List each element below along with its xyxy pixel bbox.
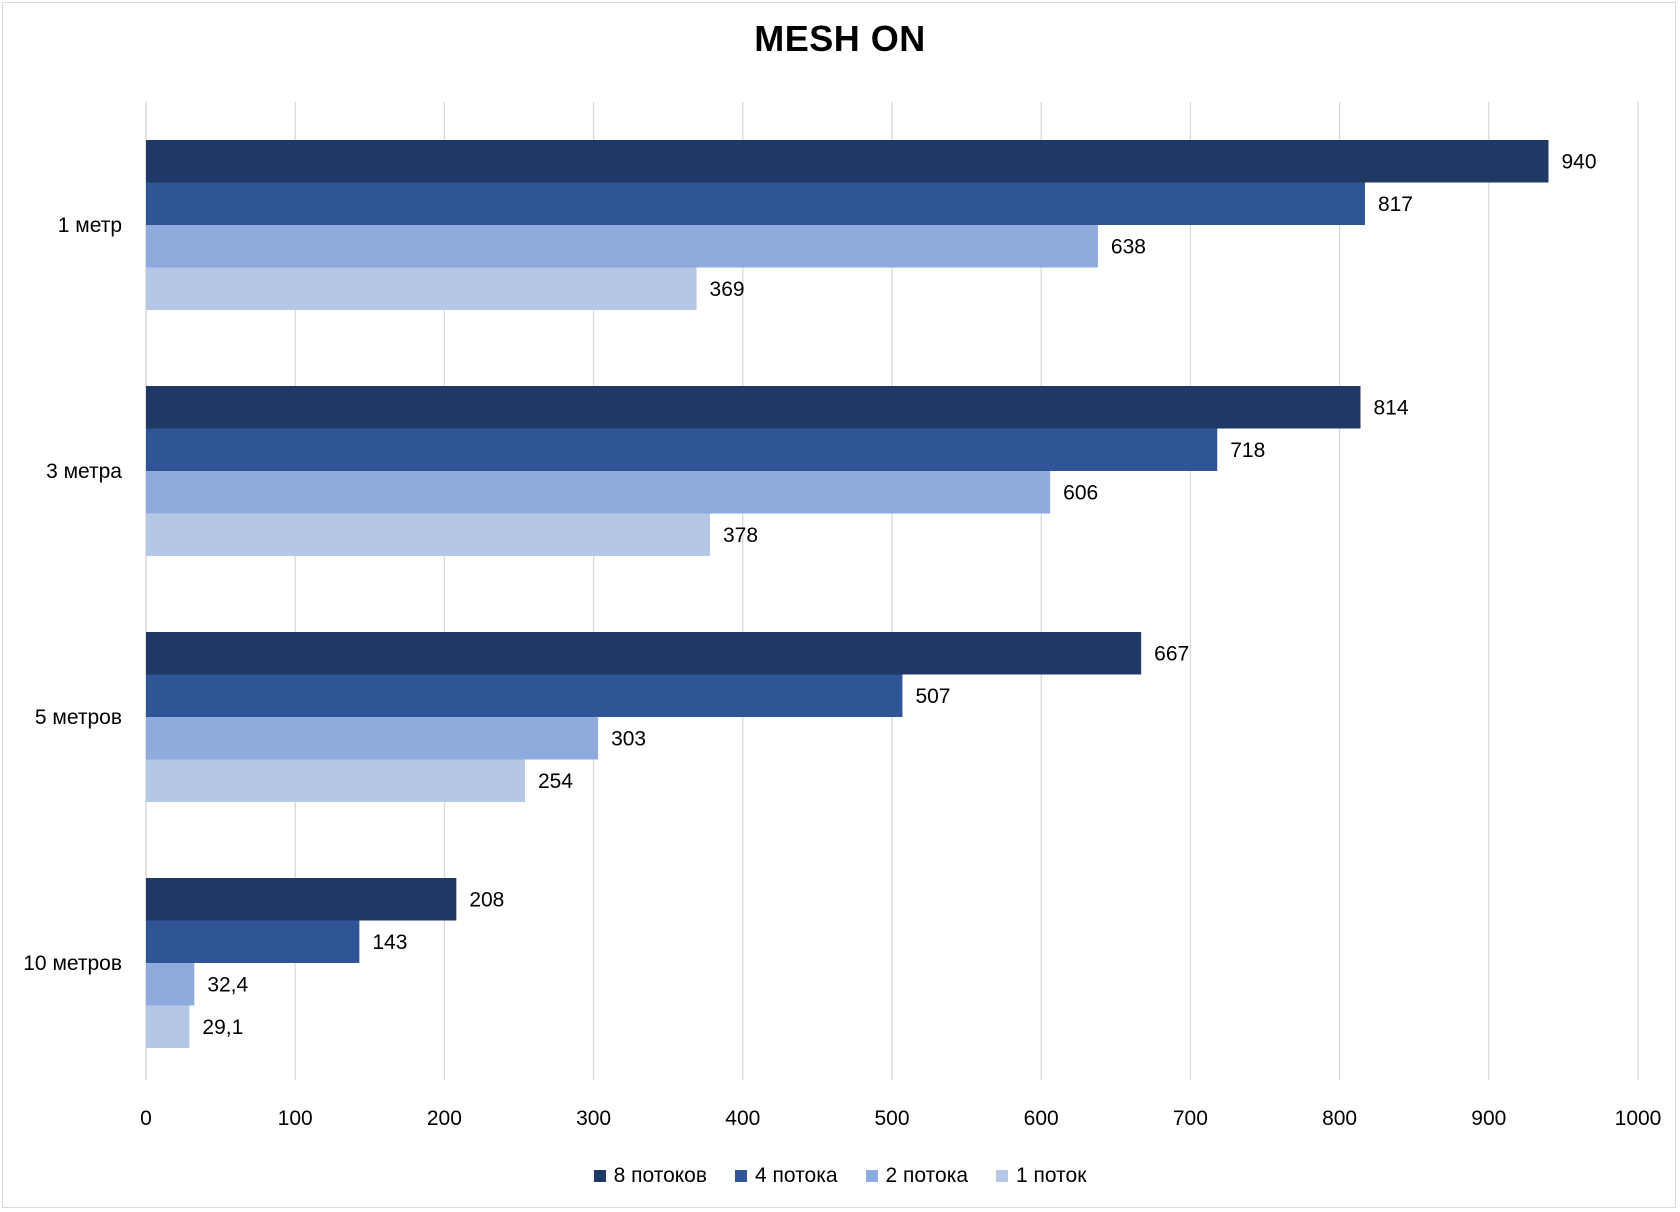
legend-label: 4 потока: [755, 1164, 838, 1187]
bar: [146, 674, 903, 717]
x-tick-label: 900: [1471, 1107, 1506, 1130]
chart-legend: 8 потоков 4 потока 2 потока 1 поток: [0, 1164, 1680, 1188]
data-label: 718: [1230, 439, 1265, 462]
data-label: 369: [710, 278, 745, 301]
category-label: 5 метров: [35, 706, 122, 729]
legend-item: 8 потоков: [593, 1164, 708, 1188]
bar: [146, 267, 697, 310]
legend-swatch: [735, 1170, 748, 1182]
x-tick-label: 800: [1322, 1107, 1357, 1130]
legend-item: 2 потока: [865, 1164, 969, 1188]
legend-label: 8 потоков: [613, 1164, 708, 1187]
legend-label: 1 поток: [1016, 1164, 1087, 1187]
data-label: 254: [538, 770, 573, 793]
data-label: 940: [1561, 150, 1596, 173]
x-tick-label: 400: [725, 1107, 760, 1130]
bar: [146, 963, 195, 1006]
category-label: 10 метров: [23, 952, 122, 975]
data-label: 143: [372, 931, 407, 954]
category-label: 3 метра: [46, 460, 122, 483]
x-tick-label: 200: [427, 1107, 462, 1130]
bar: [146, 182, 1365, 225]
x-tick-label: 700: [1173, 1107, 1208, 1130]
x-tick-label: 0: [140, 1107, 152, 1130]
bar: [146, 428, 1218, 471]
data-label: 814: [1373, 396, 1408, 419]
bar: [146, 759, 525, 802]
bar: [146, 1005, 190, 1048]
category-label: 1 метр: [58, 214, 122, 237]
data-label: 667: [1154, 642, 1189, 665]
data-label: 303: [611, 727, 646, 750]
bar: [146, 386, 1361, 429]
bar: [146, 878, 457, 921]
legend-label: 2 потока: [885, 1164, 969, 1187]
bar: [146, 717, 599, 760]
bar: [146, 920, 360, 963]
x-tick-label: 300: [576, 1107, 611, 1130]
bar: [146, 225, 1098, 268]
bar: [146, 471, 1051, 514]
x-tick-label: 100: [278, 1107, 313, 1130]
data-label: 32,4: [207, 973, 248, 996]
x-tick-label: 600: [1024, 1107, 1059, 1130]
data-label: 378: [723, 524, 758, 547]
data-label: 29,1: [202, 1016, 243, 1039]
legend-swatch: [865, 1170, 878, 1182]
x-tick-label: 500: [874, 1107, 909, 1130]
x-tick-label: 1000: [1615, 1107, 1662, 1130]
bar: [146, 140, 1549, 183]
legend-item: 1 поток: [996, 1164, 1086, 1188]
bar: [146, 513, 710, 556]
data-label: 638: [1111, 235, 1146, 258]
legend-swatch: [593, 1170, 606, 1182]
legend-item: 4 потока: [735, 1164, 838, 1188]
data-label: 208: [469, 888, 504, 911]
bar: [146, 632, 1142, 675]
data-label: 507: [915, 685, 950, 708]
chart-title: MESH ON: [754, 18, 926, 59]
data-label: 606: [1063, 481, 1098, 504]
legend-swatch: [996, 1170, 1009, 1182]
data-label: 817: [1378, 193, 1413, 216]
